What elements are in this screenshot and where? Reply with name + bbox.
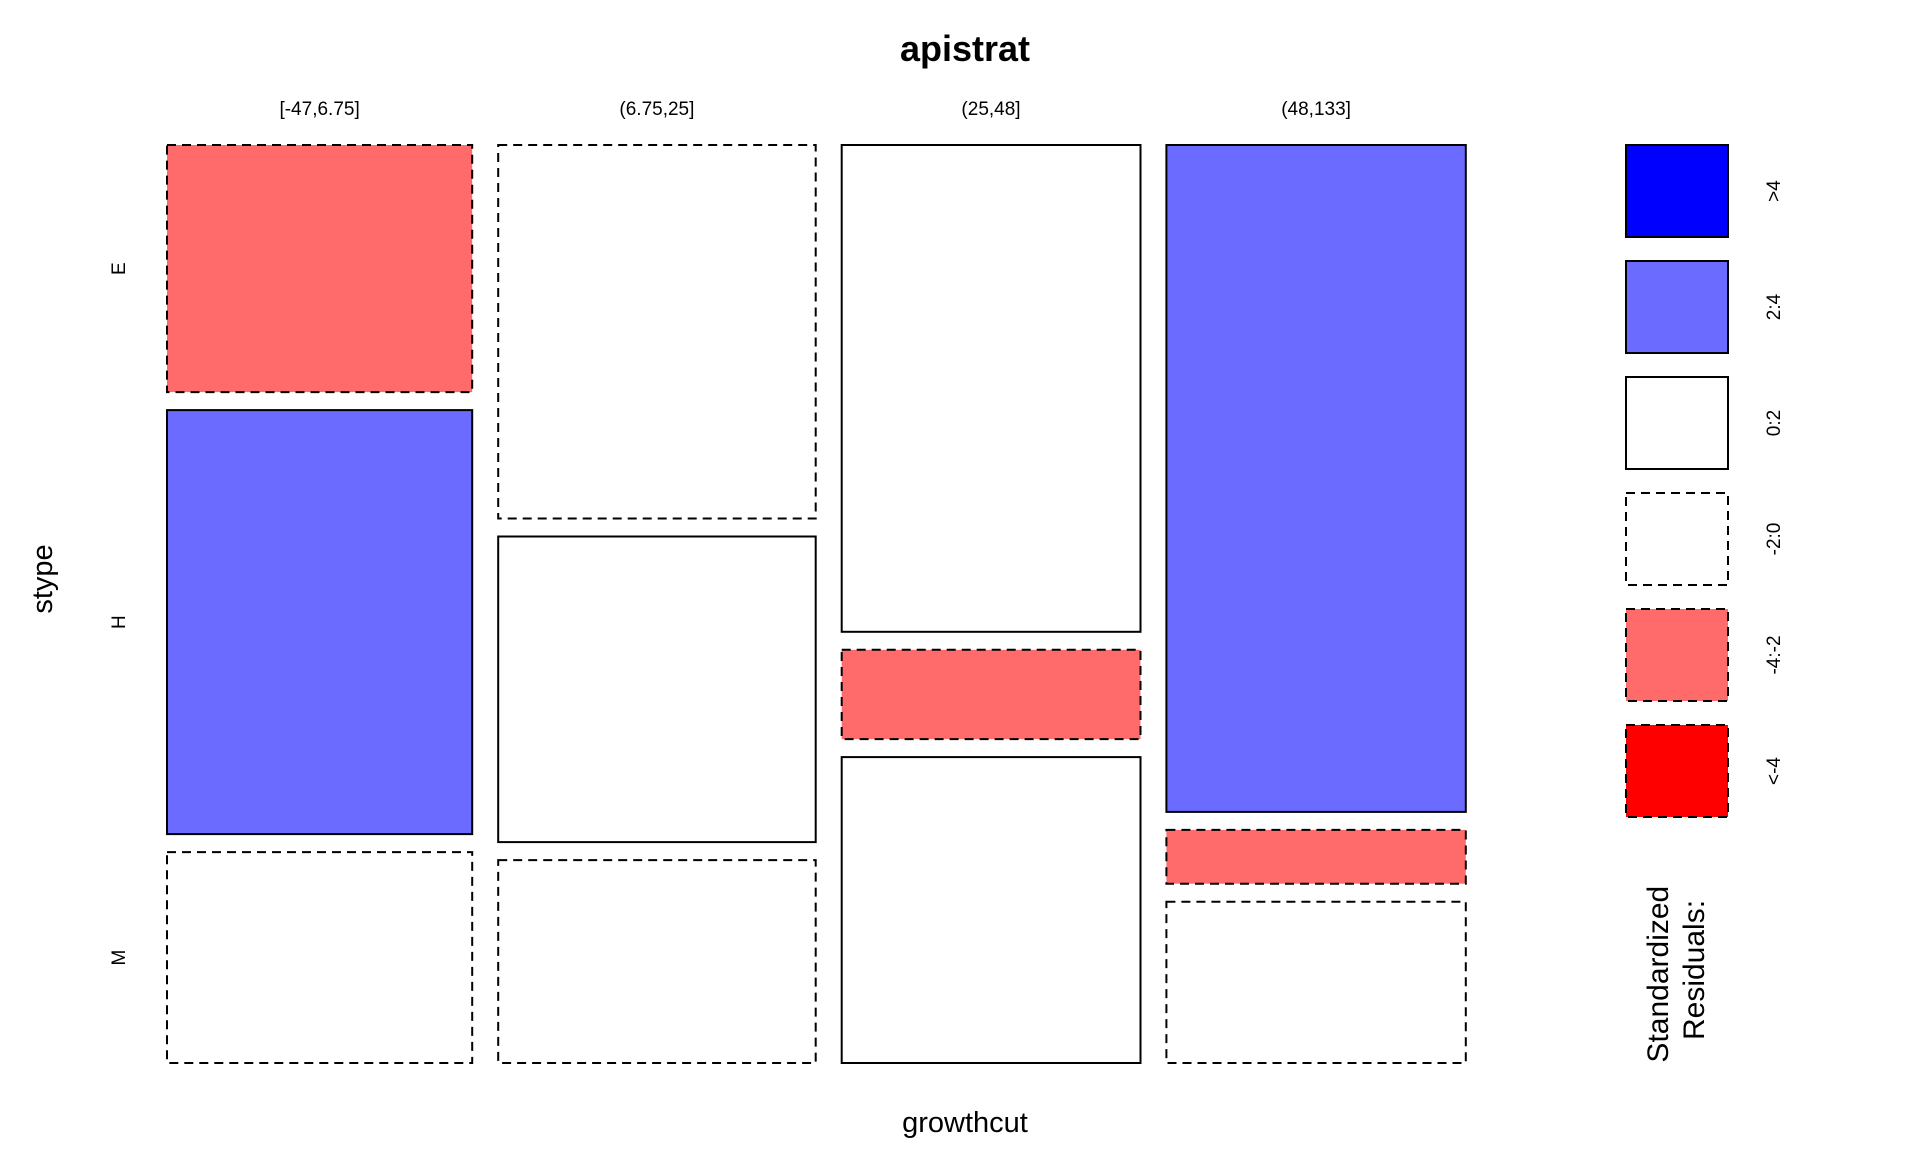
legend-label-2: 0:2 [1764, 410, 1785, 436]
legend-swatch-1 [1625, 260, 1729, 354]
y-axis-label: stype [27, 544, 59, 613]
row-label-E: E [109, 262, 130, 275]
tile-2-M [840, 756, 1142, 1064]
chart-title: apistrat [900, 28, 1030, 69]
tile-3-M [1165, 900, 1467, 1065]
legend-swatch-0 [1625, 144, 1729, 238]
row-label-H: H [109, 615, 130, 629]
tile-0-H [166, 409, 474, 836]
tile-2-E [840, 144, 1142, 633]
legend-title-line-2: Residuals: [1678, 900, 1711, 1040]
tile-0-M [166, 851, 474, 1064]
column-label-2: (25,48] [961, 99, 1020, 120]
tile-3-E [1165, 144, 1467, 813]
legend-label-1: 2:4 [1764, 293, 1785, 320]
legend: >4 2:4 0:2 -2:0 -4:-2 <-4 Standardized Residu… [1625, 144, 1785, 1063]
row-label-M: M [109, 950, 130, 966]
column-label-3: (48,133] [1281, 99, 1351, 120]
tile-1-H [497, 535, 817, 844]
row-labels: E H M [109, 262, 130, 965]
legend-label-4: -4:-2 [1764, 635, 1785, 674]
tile-1-E [497, 144, 817, 520]
legend-swatch-4 [1625, 608, 1729, 702]
legend-label-5: <-4 [1764, 757, 1785, 785]
legend-label-0: >4 [1764, 180, 1785, 202]
legend-swatch-5 [1625, 724, 1729, 818]
mosaic-tiles [166, 144, 1467, 1065]
legend-swatch-3 [1625, 492, 1729, 586]
legend-title: Standardized Residuals: [1642, 877, 1711, 1062]
column-labels: [-47,6.75] (6.75,25] (25,48] (48,133] [279, 99, 1351, 120]
tile-0-E [166, 144, 474, 394]
column-label-1: (6.75,25] [619, 99, 694, 120]
x-axis-label: growthcut [902, 1107, 1028, 1139]
column-label-0: [-47,6.75] [279, 99, 359, 120]
tile-2-H [840, 648, 1142, 741]
tile-3-H [1165, 828, 1467, 885]
legend-label-3: -2:0 [1764, 523, 1785, 556]
legend-swatch-2 [1625, 376, 1729, 470]
legend-title-line-1: Standardized [1642, 886, 1675, 1063]
tile-1-M [497, 859, 817, 1064]
